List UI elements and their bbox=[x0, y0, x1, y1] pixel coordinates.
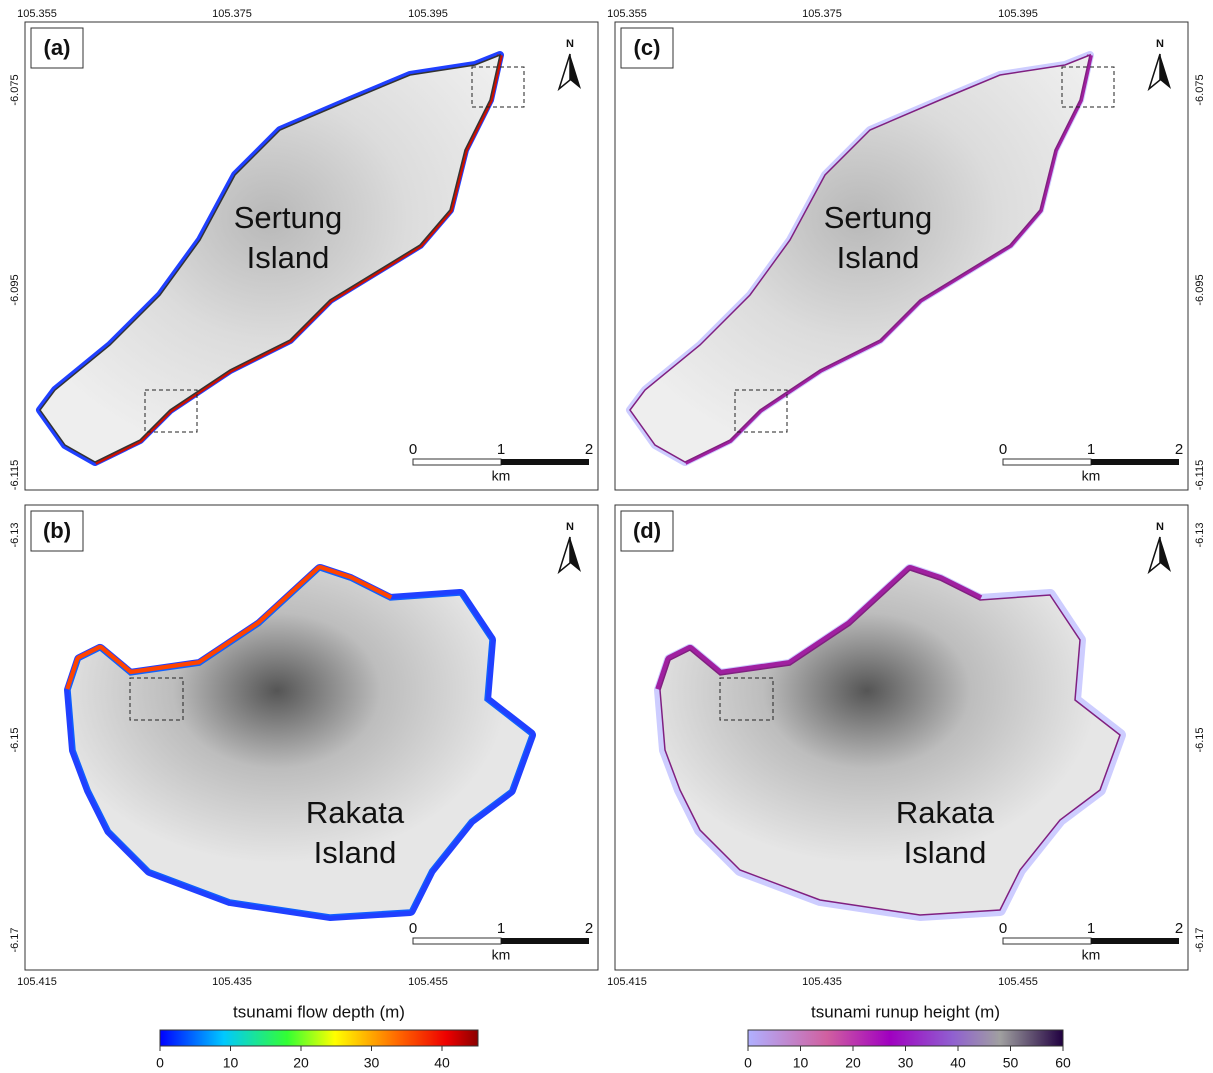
scale-unit: km bbox=[492, 947, 511, 963]
scale-tick: 1 bbox=[1087, 920, 1095, 937]
island-name: Island bbox=[904, 835, 987, 870]
lat-label: -6.075 bbox=[9, 74, 21, 105]
colorbar bbox=[748, 1030, 1063, 1046]
scale-bar bbox=[1003, 938, 1091, 944]
island-name: Island bbox=[314, 835, 397, 870]
lon-label: 105.455 bbox=[408, 976, 448, 988]
colorbar-title: tsunami flow depth (m) bbox=[233, 1002, 405, 1021]
north-label: N bbox=[1156, 38, 1164, 50]
scale-tick: 2 bbox=[1175, 441, 1183, 458]
lat-label: -6.075 bbox=[1194, 74, 1206, 105]
lat-label: -6.13 bbox=[9, 522, 21, 547]
north-label: N bbox=[566, 38, 574, 50]
panel-label: (c) bbox=[634, 35, 661, 60]
scale-tick: 0 bbox=[999, 441, 1007, 458]
north-label: N bbox=[566, 521, 574, 533]
colorbar-tick-label: 50 bbox=[1003, 1055, 1019, 1071]
colorbar-tick-label: 30 bbox=[364, 1055, 380, 1071]
lon-label: 105.395 bbox=[998, 8, 1038, 20]
colorbar-tick-label: 60 bbox=[1055, 1055, 1071, 1071]
lat-label: -6.17 bbox=[9, 927, 21, 952]
island-name: Rakata bbox=[896, 795, 995, 830]
scale-tick: 0 bbox=[409, 920, 417, 937]
colorbar-tick-label: 40 bbox=[950, 1055, 966, 1071]
island-name: Island bbox=[837, 240, 920, 275]
lat-label: -6.095 bbox=[9, 274, 21, 305]
panel-label: (a) bbox=[44, 35, 71, 60]
scale-unit: km bbox=[492, 468, 511, 484]
island-name: Island bbox=[247, 240, 330, 275]
lon-label: 105.355 bbox=[17, 8, 57, 20]
panel-label: (d) bbox=[633, 518, 661, 543]
scale-unit: km bbox=[1082, 947, 1101, 963]
scale-bar bbox=[1003, 459, 1091, 465]
colorbar-title: tsunami runup height (m) bbox=[811, 1002, 1000, 1021]
colorbar bbox=[160, 1030, 478, 1046]
colorbar-tick-label: 10 bbox=[223, 1055, 239, 1071]
scale-tick: 1 bbox=[497, 441, 505, 458]
colorbar-tick-label: 0 bbox=[744, 1055, 752, 1071]
scale-tick: 2 bbox=[1175, 920, 1183, 937]
lat-label: -6.15 bbox=[9, 727, 21, 752]
lat-label: -6.15 bbox=[1194, 727, 1206, 752]
scale-bar bbox=[1091, 459, 1179, 465]
figure: (a) Sertung Island N 0 1 2 km 105.355 105.375 105.… bbox=[0, 0, 1213, 1073]
lon-label: 105.435 bbox=[802, 976, 842, 988]
scale-bar bbox=[413, 459, 501, 465]
island-name: Sertung bbox=[824, 200, 933, 235]
scale-bar bbox=[501, 459, 589, 465]
scale-bar bbox=[501, 938, 589, 944]
lat-label: -6.115 bbox=[1194, 460, 1206, 490]
scale-tick: 1 bbox=[497, 920, 505, 937]
lon-label: 105.435 bbox=[212, 976, 252, 988]
colorbar-tick-label: 0 bbox=[156, 1055, 164, 1071]
lon-label: 105.375 bbox=[802, 8, 842, 20]
island-name: Sertung bbox=[234, 200, 343, 235]
scale-tick: 2 bbox=[585, 441, 593, 458]
colorbar-tick-label: 30 bbox=[898, 1055, 914, 1071]
lon-label: 105.395 bbox=[408, 8, 448, 20]
panel-label: (b) bbox=[43, 518, 71, 543]
lon-label: 105.415 bbox=[17, 976, 57, 988]
scale-bar bbox=[413, 938, 501, 944]
lon-label: 105.415 bbox=[607, 976, 647, 988]
scale-tick: 1 bbox=[1087, 441, 1095, 458]
scale-tick: 0 bbox=[999, 920, 1007, 937]
lon-label: 105.375 bbox=[212, 8, 252, 20]
lat-label: -6.095 bbox=[1194, 274, 1206, 305]
scale-unit: km bbox=[1082, 468, 1101, 484]
lat-label: -6.17 bbox=[1194, 927, 1206, 952]
scale-tick: 2 bbox=[585, 920, 593, 937]
north-label: N bbox=[1156, 521, 1164, 533]
lon-label: 105.455 bbox=[998, 976, 1038, 988]
colorbar-tick-label: 20 bbox=[293, 1055, 309, 1071]
island-name: Rakata bbox=[306, 795, 405, 830]
scale-bar bbox=[1091, 938, 1179, 944]
colorbar-tick-label: 10 bbox=[793, 1055, 809, 1071]
lon-label: 105.355 bbox=[607, 8, 647, 20]
colorbar-tick-label: 40 bbox=[434, 1055, 450, 1071]
colorbar-tick-label: 20 bbox=[845, 1055, 861, 1071]
lat-label: -6.13 bbox=[1194, 522, 1206, 547]
scale-tick: 0 bbox=[409, 441, 417, 458]
lat-label: -6.115 bbox=[9, 460, 21, 490]
